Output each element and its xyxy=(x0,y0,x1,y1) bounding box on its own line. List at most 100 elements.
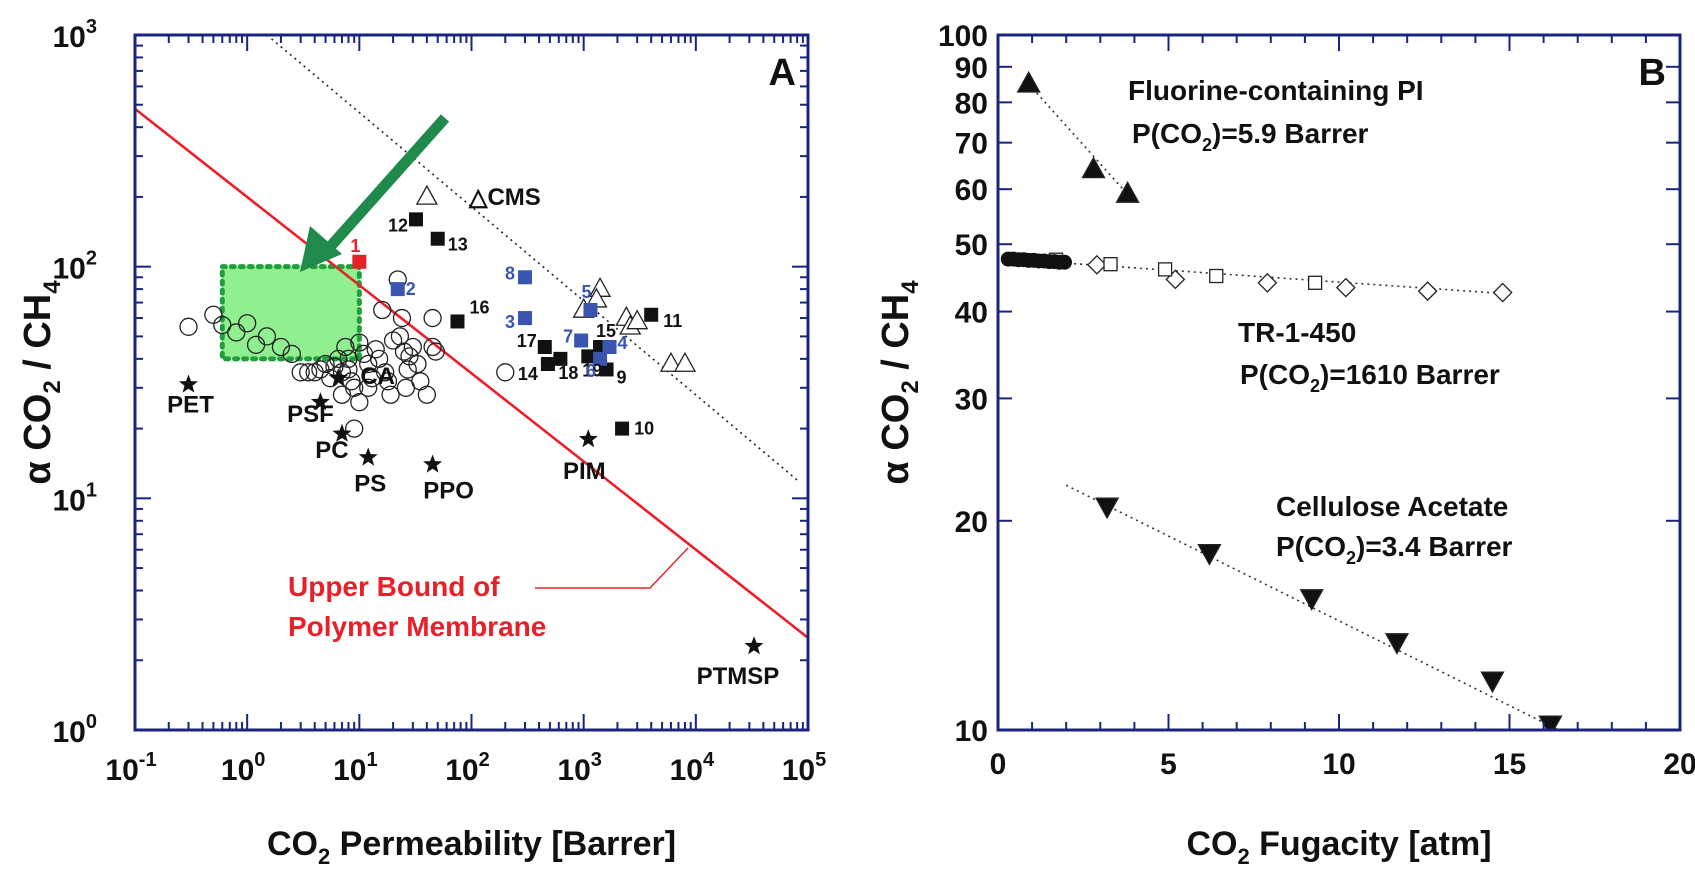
y-tick-label: 20 xyxy=(955,506,988,539)
polymer-star-point xyxy=(423,454,443,473)
cms-triangle-point xyxy=(673,351,697,372)
polymer-circle-point xyxy=(423,337,442,357)
y-tick-label: 103 xyxy=(53,16,98,54)
tr-1-450-square-point xyxy=(1209,268,1224,284)
fluorine-pi-annotation: P(CO2)=5.9 Barrer xyxy=(1132,118,1369,155)
polymer-circle-point xyxy=(411,372,430,391)
x-tick-label: 15 xyxy=(1493,748,1526,781)
star-label: PC xyxy=(315,437,348,464)
cellulose-acetate-point xyxy=(1538,715,1563,730)
panel-a-ylabel: α CO2 / CH4 xyxy=(17,280,66,485)
black-square-point xyxy=(644,307,659,322)
x-tick-label: 10 xyxy=(1322,748,1355,781)
star-label: PPO xyxy=(423,477,474,504)
blue-square-point xyxy=(593,351,608,366)
polymer-star-point xyxy=(578,429,598,448)
blue-square-point-label: 4 xyxy=(618,333,628,353)
polymer-circle-point xyxy=(381,385,400,404)
polymer-star-point xyxy=(179,374,198,393)
polymer-circle-point xyxy=(336,337,355,357)
polymer-circle-point xyxy=(291,363,310,382)
polymer-circle-point xyxy=(378,372,398,391)
polymer-circle-point xyxy=(496,363,515,382)
upper-bound-label-1: Upper Bound of xyxy=(288,571,500,602)
polymer-circle-point xyxy=(282,344,301,364)
polymer-circle-point xyxy=(339,360,358,379)
polymer-star-point xyxy=(358,447,378,466)
y-tick-label: 90 xyxy=(955,52,988,85)
black-square-point-label: 19 xyxy=(582,360,602,380)
series-fit-line xyxy=(1028,83,1129,195)
cellulose-acetate-point xyxy=(1384,633,1410,655)
cms-triangle-point xyxy=(588,276,612,297)
cms-label: △CMS xyxy=(468,184,541,211)
cellulose-acetate-name: Cellulose Acetate xyxy=(1276,491,1508,522)
blue-square-point-label: 6 xyxy=(586,361,596,381)
star-label: PIM xyxy=(563,458,606,485)
y-tick-label: 30 xyxy=(955,383,988,416)
tr-1-450-annotation: P(CO2)=1610 Barrer xyxy=(1240,359,1500,396)
x-tick-label: 101 xyxy=(333,749,378,787)
polymer-circle-point xyxy=(227,323,246,342)
tr-1-450-diamond-point xyxy=(1086,254,1107,275)
polymer-star-point xyxy=(328,368,348,387)
y-tick-label: 40 xyxy=(955,297,988,330)
polymer-circle-point xyxy=(204,305,223,324)
polymer-star-point xyxy=(744,636,764,655)
polymer-circle-point xyxy=(417,385,437,404)
black-square-point-label: 17 xyxy=(517,331,537,351)
polymer-circle-point xyxy=(359,354,378,374)
blue-square-point-label: 5 xyxy=(581,282,591,302)
polymer-circle-point xyxy=(423,308,442,328)
cellulose-acetate-annotation: P(CO2)=3.4 Barrer xyxy=(1276,531,1513,568)
cellulose-acetate-point xyxy=(1299,589,1324,611)
tr-1-450-square-point xyxy=(1103,257,1118,272)
polymer-circle-point xyxy=(332,385,352,404)
fluorine-pi-point xyxy=(1115,181,1140,203)
black-square-point-label: 13 xyxy=(448,235,468,255)
fluorine-pi-point xyxy=(1016,70,1041,93)
x-tick-label: 105 xyxy=(782,749,827,787)
polymer-circle-point xyxy=(392,308,412,328)
polymer-circle-point xyxy=(350,393,369,412)
panel-a-label: A xyxy=(769,52,796,94)
black-square-point xyxy=(553,351,568,366)
polymer-circle-point xyxy=(398,360,417,379)
black-square-point xyxy=(540,357,555,372)
polymer-circle-point xyxy=(271,337,291,357)
panel-a-plot xyxy=(135,35,808,655)
polymer-circle-point xyxy=(403,337,423,357)
cellulose-acetate-point xyxy=(1197,544,1222,566)
polymer-circle-point xyxy=(376,363,395,382)
black-square-point xyxy=(537,340,552,355)
panel-b-xlabel: CO2 Fugacity [atm] xyxy=(1186,825,1491,869)
black-square-point xyxy=(408,212,423,227)
blue-square-point-label: 3 xyxy=(505,312,515,332)
red-square-point-label: 1 xyxy=(350,236,360,256)
x-tick-label: 0 xyxy=(990,748,1007,781)
upper-bound-line xyxy=(135,107,808,639)
panel-b-ylabel: α CO2 / CH4 xyxy=(875,280,924,485)
trend-dotted-line xyxy=(266,35,798,481)
polymer-circle-point xyxy=(299,363,318,382)
polymer-circle-point xyxy=(345,419,364,438)
cms-triangle-point xyxy=(415,184,438,205)
cms-triangle-point xyxy=(659,351,683,372)
red-square-point xyxy=(352,254,367,269)
polymer-circle-point xyxy=(394,342,414,361)
black-square-point xyxy=(581,349,596,364)
black-square-point-label: 9 xyxy=(617,367,627,387)
tr-1-450-circle-point xyxy=(1056,254,1072,270)
blue-square-point xyxy=(583,303,598,318)
green-arrow-head xyxy=(300,226,342,272)
y-tick-label: 70 xyxy=(955,128,988,161)
black-square-point-label: 14 xyxy=(518,364,538,384)
polymer-circle-point xyxy=(359,378,378,397)
black-square-point xyxy=(430,231,445,246)
y-tick-label: 50 xyxy=(955,229,988,262)
blue-square-point xyxy=(390,282,405,297)
polymer-star-point xyxy=(310,392,330,411)
star-label: PTMSP xyxy=(697,663,780,690)
y-tick-label: 101 xyxy=(53,479,98,517)
black-square-point-label: 11 xyxy=(663,311,682,331)
